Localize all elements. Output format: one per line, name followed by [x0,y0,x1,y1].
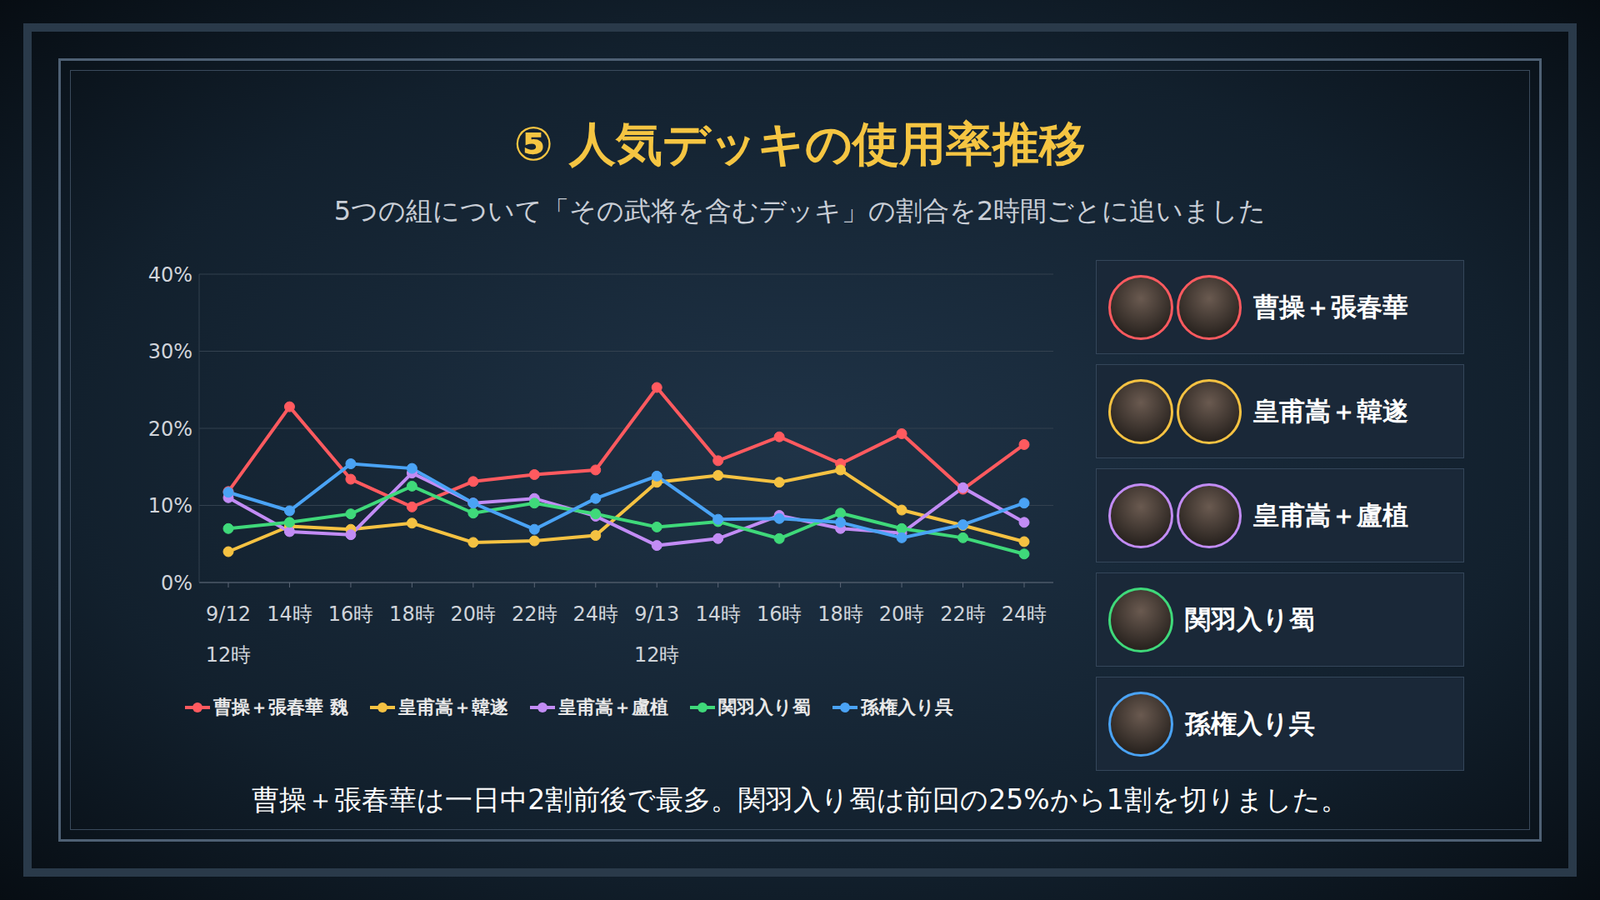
html-text:皇甫嵩＋盧植: 皇甫嵩＋盧植 [558,696,669,718]
html-text:5つの組について「その武将を含むデッキ」の割合を2時間ごとに: 5つの組について「その武将を含むデッキ」の割合を2時間ごとに追いました [333,195,1267,227]
html-text:孫権入り呉: 孫権入り呉 [1185,707,1315,738]
html-text:皇甫嵩＋韓遂: 皇甫嵩＋韓遂 [398,696,509,718]
svg-text:9/1312時: 9/1312時 [634,602,680,667]
html-text:曹操＋張春華 魏: 曹操＋張春華 魏 [213,696,349,718]
svg-text:24時: 24時 [572,602,619,626]
svg-text:14時: 14時 [695,602,741,626]
svg-text:20%: 20% [148,417,193,441]
svg-text:30%: 30% [148,340,193,364]
svg-text:18時: 18時 [389,602,435,626]
svg-text:40%: 40% [148,263,193,287]
svg-text:10%: 10% [148,494,193,518]
svg-text:22時: 22時 [511,602,558,626]
svg-text:14時: 14時 [266,602,313,626]
svg-text:16時: 16時 [328,602,375,626]
svg-text:16時: 16時 [756,602,803,626]
html-text:⑤ 人気デッキの使用率推移: ⑤ 人気デッキの使用率推移 [513,116,1087,171]
html-text:孫権入り呉: 孫権入り呉 [860,696,954,718]
html-text:関羽入り蜀: 関羽入り蜀 [1185,603,1315,634]
html-text:曹操＋張春華: 曹操＋張春華 [1253,291,1409,322]
html-text:関羽入り蜀: 関羽入り蜀 [718,696,811,718]
svg-text:24時: 24時 [1001,602,1048,626]
html-text:皇甫嵩＋韓遂: 皇甫嵩＋韓遂 [1253,395,1409,426]
svg-text:20時: 20時 [450,602,497,626]
html-text:曹操＋張春華は一日中2割前後で最多。関羽入り蜀は前回の25%: 曹操＋張春華は一日中2割前後で最多。関羽入り蜀は前回の25%から1割を切りました… [251,783,1349,816]
html-text:皇甫嵩＋盧植: 皇甫嵩＋盧植 [1253,499,1409,530]
svg-text:18時: 18時 [817,602,864,626]
svg-text:20時: 20時 [879,602,925,626]
svg-text:0%: 0% [160,571,193,595]
svg-text:22時: 22時 [940,602,986,626]
svg-text:9/1212時: 9/1212時 [205,602,252,667]
